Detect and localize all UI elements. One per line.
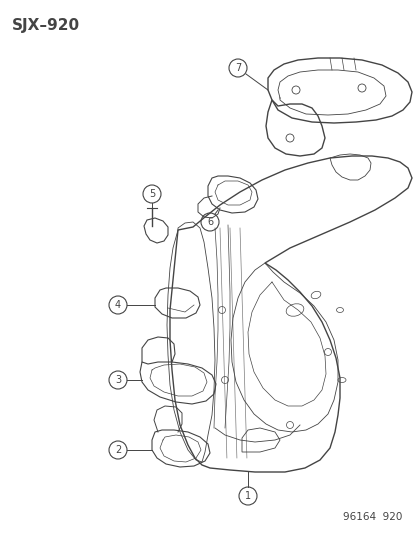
Text: SJX–920: SJX–920 — [12, 18, 80, 33]
Text: 3: 3 — [115, 375, 121, 385]
Text: 7: 7 — [234, 63, 240, 73]
Text: 2: 2 — [114, 445, 121, 455]
Text: 6: 6 — [206, 217, 213, 227]
Text: 1: 1 — [244, 491, 250, 501]
Text: 4: 4 — [115, 300, 121, 310]
Text: 5: 5 — [149, 189, 155, 199]
Text: 96164  920: 96164 920 — [342, 512, 401, 522]
